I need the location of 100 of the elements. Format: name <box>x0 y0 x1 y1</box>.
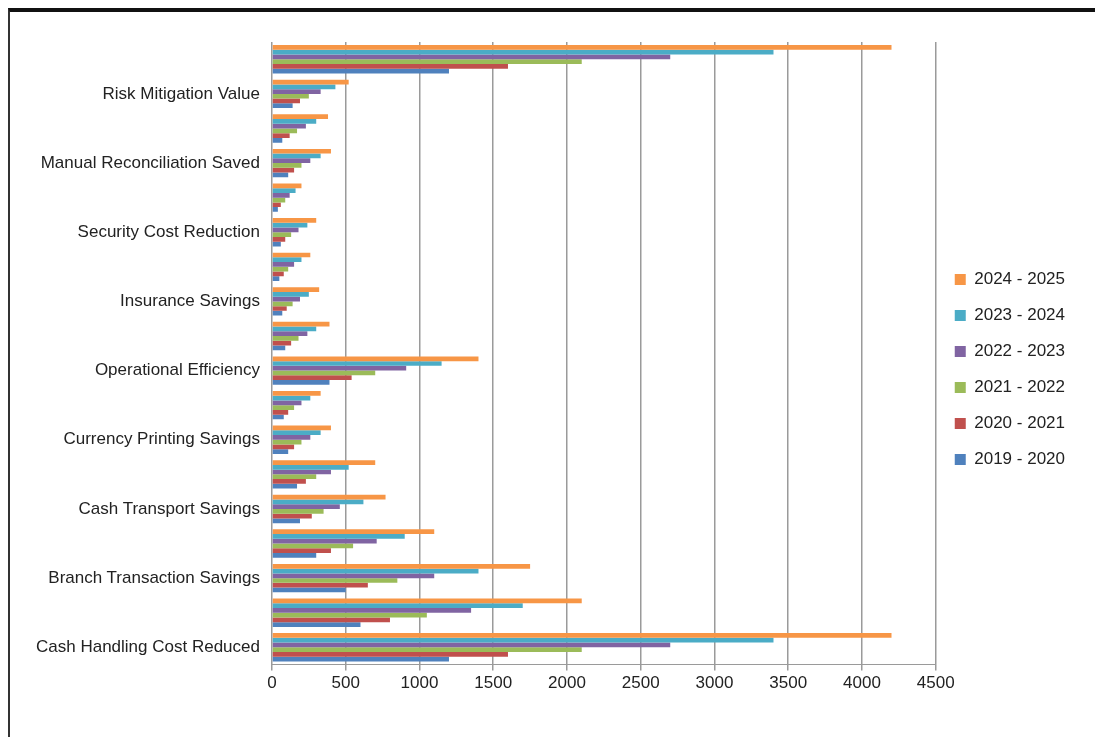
bar <box>272 331 308 337</box>
bar <box>272 652 508 657</box>
bar <box>272 133 290 138</box>
bar <box>272 59 582 65</box>
bar <box>272 103 293 109</box>
bar <box>272 89 321 94</box>
bar <box>272 534 405 539</box>
bar <box>272 538 377 544</box>
bar <box>272 345 286 351</box>
bar <box>272 617 390 623</box>
bar <box>272 167 295 173</box>
y-tick-label: Cash Handling Cost Reduced <box>35 636 260 656</box>
bar <box>272 607 472 613</box>
y-tick-label: Branch Transaction Savings <box>48 567 260 587</box>
bar <box>272 563 531 569</box>
bar <box>272 202 281 208</box>
bar <box>272 508 324 514</box>
y-tick-label: Cash Transport Savings <box>78 498 260 518</box>
bar <box>272 93 309 99</box>
bar <box>272 236 286 242</box>
x-tick-label: 2500 <box>621 673 660 693</box>
bar <box>272 301 293 307</box>
y-tick-label: Currency Printing Savings <box>63 429 260 449</box>
y-tick-label: Operational Efficiency <box>94 360 261 380</box>
y-tick-label: Security Cost Reduction <box>77 221 260 241</box>
bar <box>272 647 582 653</box>
legend-label: 2023 - 2024 <box>974 305 1066 325</box>
bar <box>272 183 302 189</box>
bar <box>272 207 278 212</box>
bar <box>272 306 287 311</box>
bar <box>272 310 283 316</box>
bar <box>272 622 361 627</box>
bar <box>272 276 280 282</box>
bar <box>272 291 309 297</box>
bar <box>272 128 298 134</box>
bar <box>272 163 302 168</box>
bar <box>272 336 299 341</box>
legend-label: 2019 - 2020 <box>974 449 1066 469</box>
bar <box>272 449 289 454</box>
x-tick-label: 2000 <box>548 673 586 693</box>
legend-label: 2024 - 2025 <box>974 269 1066 289</box>
bar <box>272 257 302 263</box>
y-tick-label: Manual Reconciliation Saved <box>40 152 260 172</box>
bar <box>272 548 331 553</box>
bar <box>272 405 295 410</box>
legend-label: 2021 - 2022 <box>974 377 1066 397</box>
bar <box>272 499 364 505</box>
bar <box>272 188 296 193</box>
bar <box>272 380 330 385</box>
bar <box>272 464 349 470</box>
bar <box>272 582 368 588</box>
bar <box>272 137 283 143</box>
bar <box>272 409 289 415</box>
bar <box>272 444 295 450</box>
bar <box>272 400 302 406</box>
bar <box>272 633 892 638</box>
bar <box>272 114 329 120</box>
x-tick-label: 4500 <box>916 673 955 693</box>
bar <box>272 518 300 524</box>
bar <box>272 573 435 579</box>
x-tick-label: 3500 <box>769 673 808 693</box>
legend-label: 2022 - 2023 <box>974 341 1066 361</box>
bar <box>272 266 289 272</box>
y-tick-label: Insurance Savings <box>120 291 260 311</box>
bar <box>272 430 321 436</box>
bar <box>272 192 290 198</box>
bar <box>272 474 317 480</box>
bar <box>272 45 892 50</box>
bar <box>272 578 398 583</box>
bar <box>272 479 306 484</box>
bar <box>272 375 352 381</box>
bar <box>272 262 295 267</box>
bar <box>272 435 311 440</box>
x-tick-label: 0 <box>267 673 277 693</box>
legend-label: 2020 - 2021 <box>974 413 1066 433</box>
bar <box>272 148 331 154</box>
bar <box>272 222 308 228</box>
bar <box>272 529 435 535</box>
x-tick-label: 4000 <box>843 673 881 693</box>
x-tick-label: 500 <box>331 673 360 693</box>
bar <box>272 287 320 292</box>
bar <box>272 504 340 509</box>
bar <box>272 603 523 608</box>
bar <box>272 158 311 164</box>
bar <box>272 361 442 366</box>
bar <box>272 321 330 327</box>
x-tick-label: 3000 <box>695 673 734 693</box>
bar <box>272 49 774 55</box>
bar <box>272 637 774 643</box>
bar <box>272 218 317 223</box>
bar <box>272 391 321 396</box>
bar <box>272 460 376 465</box>
y-tick-label: Risk Mitigation Value <box>102 83 260 103</box>
bar <box>272 232 292 237</box>
x-tick-label: 1000 <box>400 673 439 693</box>
bar <box>272 84 336 90</box>
bar <box>272 365 407 371</box>
x-tick-label: 1500 <box>474 673 513 693</box>
bar <box>272 64 508 69</box>
bar <box>272 483 298 489</box>
